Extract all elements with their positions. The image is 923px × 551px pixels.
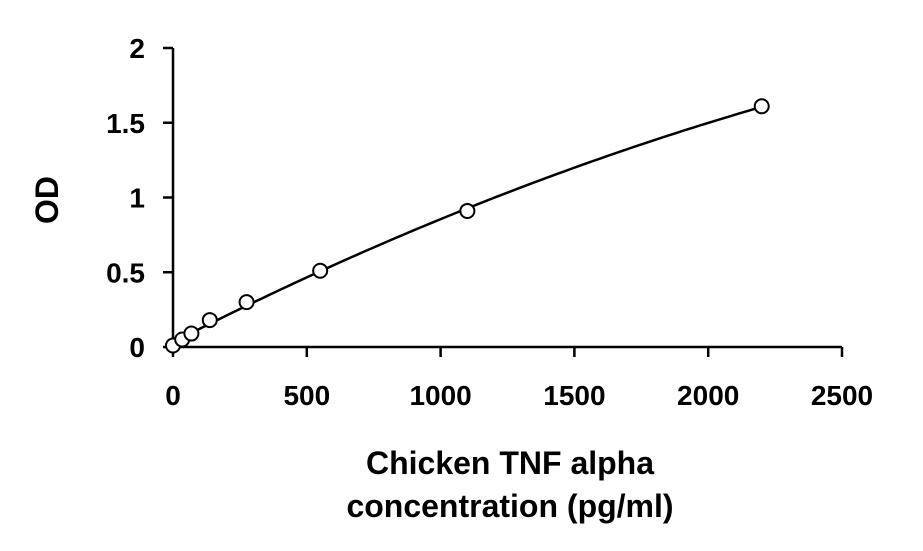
x-tick-label: 1000 xyxy=(409,380,471,411)
y-tick-label: 1.5 xyxy=(106,108,145,139)
data-point xyxy=(753,98,770,115)
data-point xyxy=(183,325,200,342)
y-ticks: 0 0.5 1 1.5 2 xyxy=(106,33,173,363)
data-points xyxy=(165,98,770,354)
x-tick-label: 0 xyxy=(165,380,181,411)
y-tick-label: 0 xyxy=(129,332,145,363)
y-tick-label: 0.5 xyxy=(106,257,145,288)
x-tick-label: 1500 xyxy=(543,380,605,411)
trend-line xyxy=(172,105,763,344)
x-tick-label: 500 xyxy=(283,380,330,411)
data-point xyxy=(201,312,218,329)
x-axis-title-line-1: Chicken TNF alpha xyxy=(366,445,654,481)
x-tick-label: 2500 xyxy=(811,380,873,411)
y-tick-label: 2 xyxy=(129,33,145,64)
x-ticks: 0 500 1000 1500 2000 2500 xyxy=(165,347,873,411)
axes xyxy=(171,48,842,349)
data-point xyxy=(459,202,476,219)
x-axis-title-line-2: concentration (pg/ml) xyxy=(346,488,673,524)
data-point xyxy=(238,294,255,311)
y-tick-label: 1 xyxy=(129,183,145,214)
data-point xyxy=(312,262,329,279)
x-tick-label: 2000 xyxy=(677,380,739,411)
y-axis-title: OD xyxy=(29,176,65,224)
